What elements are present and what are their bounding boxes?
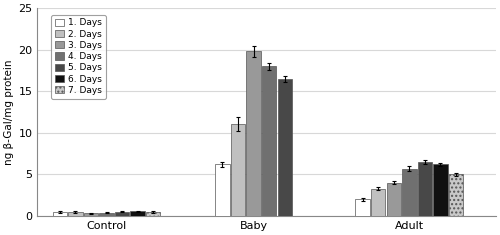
Bar	[115, 212, 130, 216]
Bar	[52, 212, 67, 216]
Bar	[433, 164, 448, 216]
Bar	[278, 79, 292, 216]
Bar	[386, 183, 401, 216]
Bar	[418, 162, 432, 216]
Y-axis label: ng β-Gal/mg protein: ng β-Gal/mg protein	[4, 59, 14, 165]
Bar	[262, 66, 276, 216]
Bar	[231, 124, 246, 216]
Bar	[84, 213, 98, 216]
Bar	[371, 188, 386, 216]
Legend: 1. Days, 2. Days, 3. Days, 4. Days, 5. Days, 6. Days, 7. Days: 1. Days, 2. Days, 3. Days, 4. Days, 5. D…	[51, 15, 106, 98]
Bar	[146, 212, 160, 216]
Bar	[402, 168, 416, 216]
Bar	[449, 174, 464, 216]
Bar	[68, 212, 82, 216]
Bar	[130, 212, 145, 216]
Bar	[246, 51, 261, 216]
Bar	[356, 199, 370, 216]
Bar	[215, 164, 230, 216]
Bar	[100, 213, 114, 216]
